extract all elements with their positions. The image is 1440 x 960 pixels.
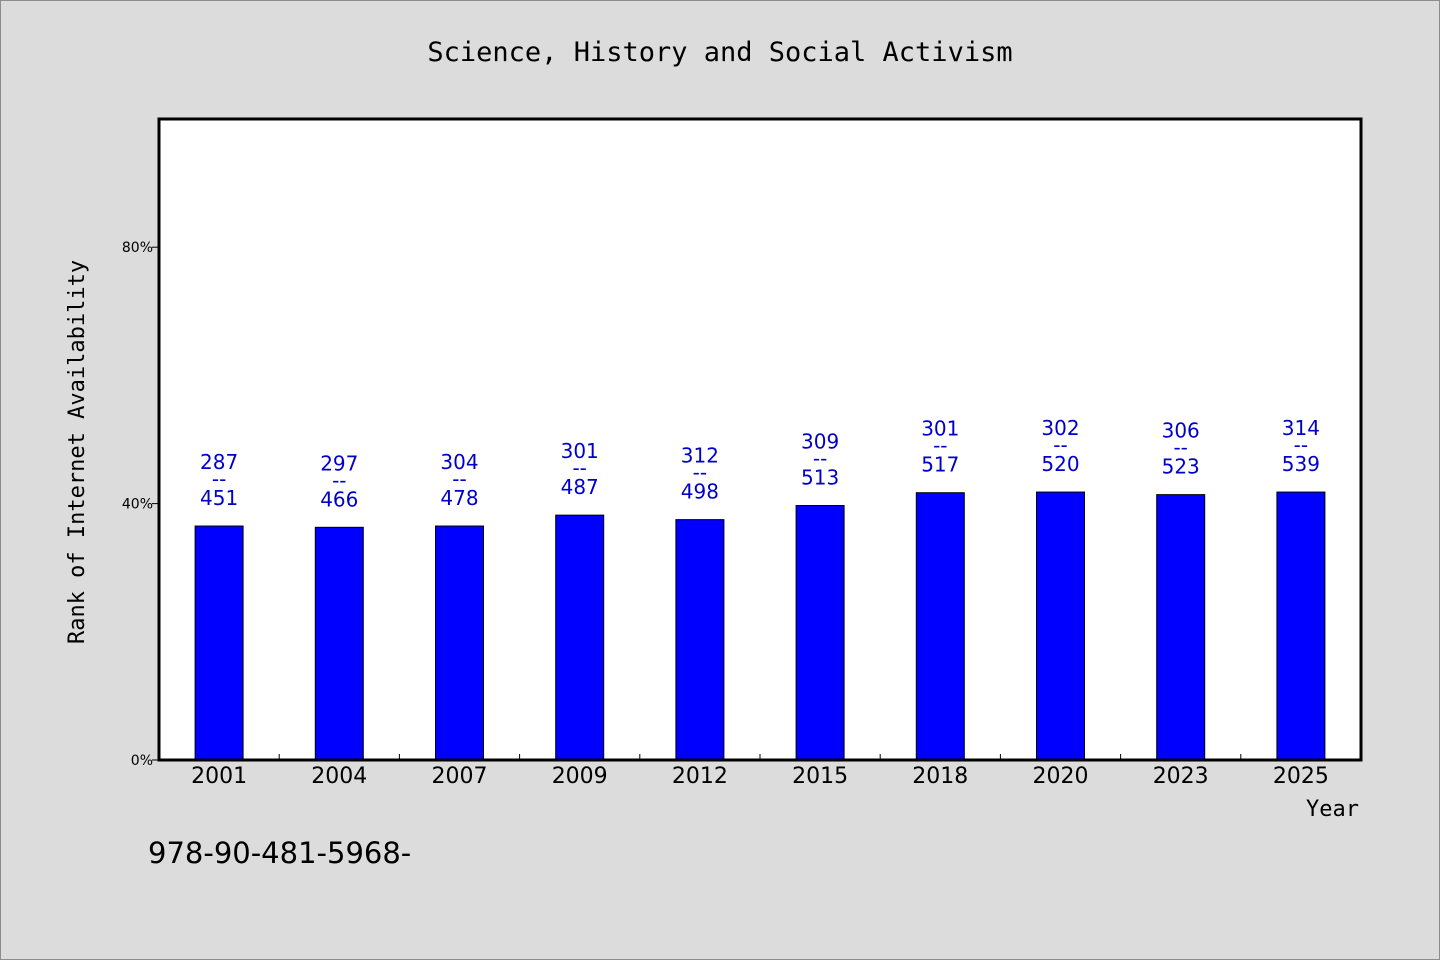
data-label-separator: -- xyxy=(1173,436,1187,460)
data-label-top: 314 xyxy=(1282,416,1320,440)
x-tick-label: 2025 xyxy=(1273,764,1329,789)
data-label-separator: -- xyxy=(332,468,346,492)
bar-2020 xyxy=(1036,491,1085,761)
data-label-bottom: 451 xyxy=(200,486,238,510)
data-label-top: 309 xyxy=(801,430,839,454)
bar-2004 xyxy=(314,526,364,761)
x-tick-label: 2012 xyxy=(672,764,728,789)
data-label-separator: -- xyxy=(452,467,466,491)
x-tick-label: 2007 xyxy=(432,764,488,789)
data-label-separator: -- xyxy=(572,456,586,480)
data-label-separator: -- xyxy=(1053,433,1067,457)
bar-2001 xyxy=(194,525,244,761)
data-label-bottom: 513 xyxy=(801,466,839,490)
data-label-top: 306 xyxy=(1162,419,1200,443)
bar-2007 xyxy=(435,525,484,761)
bars-group xyxy=(194,491,1326,761)
x-tick-label: 2001 xyxy=(191,764,247,789)
data-label-top: 301 xyxy=(921,417,959,441)
data-label-top: 297 xyxy=(320,451,358,475)
data-label-bottom: 523 xyxy=(1162,455,1200,479)
x-axis-ticks: 2001 2004 2007 2009 2012 2015 2018 2020 2023 2025 xyxy=(191,754,1329,789)
bar-2018 xyxy=(915,492,965,761)
data-label-top: 312 xyxy=(681,444,719,468)
data-label-top: 304 xyxy=(440,450,478,474)
bar-2025 xyxy=(1276,491,1326,761)
data-label-bottom: 466 xyxy=(320,487,358,511)
footnote-isbn: 978-90-481-5968- xyxy=(148,836,411,870)
x-tick-label: 2020 xyxy=(1033,764,1089,789)
y-axis-title: Rank of Internet Availability xyxy=(65,260,90,644)
data-label-separator: -- xyxy=(1294,433,1308,457)
data-label-bottom: 539 xyxy=(1282,452,1320,476)
y-tick-label: 80% xyxy=(122,240,153,256)
y-tick-label: 40% xyxy=(122,497,153,513)
y-tick-label: 0% xyxy=(131,753,153,769)
data-label-bottom: 520 xyxy=(1041,452,1079,476)
data-label-bottom: 478 xyxy=(440,486,478,510)
x-tick-label: 2009 xyxy=(552,764,608,789)
bar-2009 xyxy=(555,514,605,761)
data-labels-group: 451--287466--297478--304487--301498--312… xyxy=(200,416,1320,511)
chart-title: Science, History and Social Activism xyxy=(427,37,1012,68)
data-label-top: 302 xyxy=(1041,416,1079,440)
data-label-bottom: 487 xyxy=(561,475,599,499)
data-label-separator: -- xyxy=(693,461,707,485)
x-tick-label: 2018 xyxy=(912,764,968,789)
bar-2023 xyxy=(1156,494,1206,761)
data-label-separator: -- xyxy=(933,434,947,458)
x-tick-label: 2023 xyxy=(1153,764,1209,789)
x-axis-title: Year xyxy=(1306,797,1359,822)
data-label-separator: -- xyxy=(813,447,827,471)
data-label-top: 301 xyxy=(561,439,599,463)
data-label-top: 287 xyxy=(200,450,238,474)
y-axis-ticks: 0% 40% 80% xyxy=(122,240,159,769)
bar-2015 xyxy=(795,505,845,761)
x-tick-label: 2004 xyxy=(311,764,367,789)
data-label-separator: -- xyxy=(212,467,226,491)
data-label-bottom: 517 xyxy=(921,453,959,477)
bar-2012 xyxy=(675,519,725,761)
x-tick-label: 2015 xyxy=(792,764,848,789)
data-label-bottom: 498 xyxy=(681,480,719,504)
